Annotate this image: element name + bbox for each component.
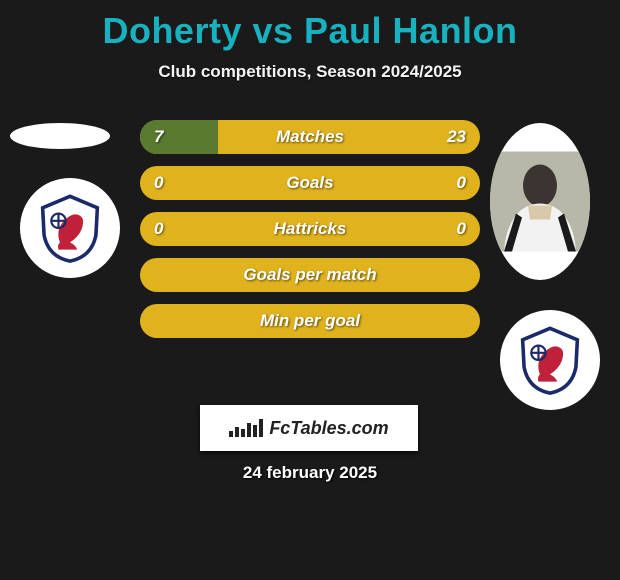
stat-label: Min per goal: [140, 304, 480, 338]
subtitle: Club competitions, Season 2024/2025: [0, 62, 620, 82]
stat-value-left: 7: [154, 120, 163, 154]
club-right-badge: [500, 310, 600, 410]
stats-column: Matches723Goals00Hattricks00Goals per ma…: [140, 120, 480, 350]
player-silhouette-icon: [490, 123, 590, 280]
stat-value-right: 0: [457, 212, 466, 246]
crest-icon: [514, 324, 586, 396]
stat-row: Hattricks0 0: [140, 212, 480, 246]
brand-logo: FcTables.com: [200, 405, 418, 451]
stat-label: Hattricks: [140, 212, 480, 246]
stat-row: Goals per match: [140, 258, 480, 292]
club-left-badge: [20, 178, 120, 278]
stat-label: Goals: [140, 166, 480, 200]
player-left-avatar: [10, 123, 110, 149]
stat-row: Min per goal: [140, 304, 480, 338]
stat-value-right: 0: [457, 166, 466, 200]
crest-icon: [34, 192, 106, 264]
stat-row: Goals0 0: [140, 166, 480, 200]
bar-chart-icon: [229, 419, 263, 437]
stat-value-left: 0: [154, 212, 163, 246]
stat-label: Matches: [140, 120, 480, 154]
footer-date: 24 february 2025: [0, 463, 620, 483]
stat-label: Goals per match: [140, 258, 480, 292]
player-right-avatar: [490, 123, 590, 280]
stat-value-right: 23: [447, 120, 466, 154]
stat-row: Matches7 23: [140, 120, 480, 154]
stat-value-left: 0: [154, 166, 163, 200]
brand-text: FcTables.com: [269, 418, 388, 439]
page-title: Doherty vs Paul Hanlon: [0, 0, 620, 52]
